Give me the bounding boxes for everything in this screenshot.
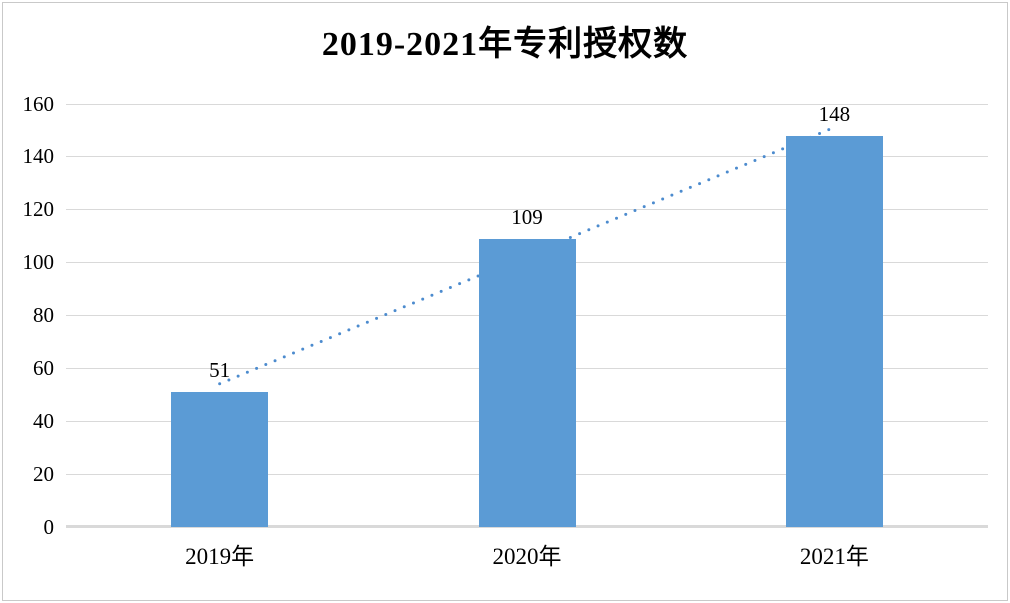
y-tick-label: 160: [22, 91, 55, 116]
bar: [785, 135, 883, 527]
x-category-label: 2020年: [492, 544, 562, 569]
gridline: [66, 209, 988, 211]
bar-value-label: 51: [209, 358, 231, 383]
bar: [171, 392, 269, 527]
y-tick-label: 80: [33, 303, 54, 327]
chart-title: 2019-2021年专利授权数: [321, 26, 689, 63]
gridline: [66, 103, 988, 105]
plot-area: 51 109 148 0 20 40 60 80 100 120 140 160 2019年 2020…: [23, 93, 988, 569]
y-tick-label: 120: [22, 197, 55, 222]
trendline: [218, 125, 836, 386]
y-tick-label: 140: [22, 144, 55, 169]
trendline-dotted-path: [218, 125, 836, 386]
bar: [478, 238, 576, 527]
y-tick-label: 60: [33, 355, 54, 380]
bar-value-label: 148: [818, 101, 851, 126]
bar-value-label: 109: [511, 204, 543, 229]
x-category-label: 2019年: [185, 544, 255, 569]
y-tick-label: 40: [33, 408, 54, 433]
y-tick-label: 100: [22, 250, 55, 275]
gridline: [66, 156, 988, 158]
y-tick-label: 0: [43, 514, 55, 539]
x-category-label: 2021年: [799, 544, 869, 569]
y-tick-label: 20: [33, 461, 54, 486]
